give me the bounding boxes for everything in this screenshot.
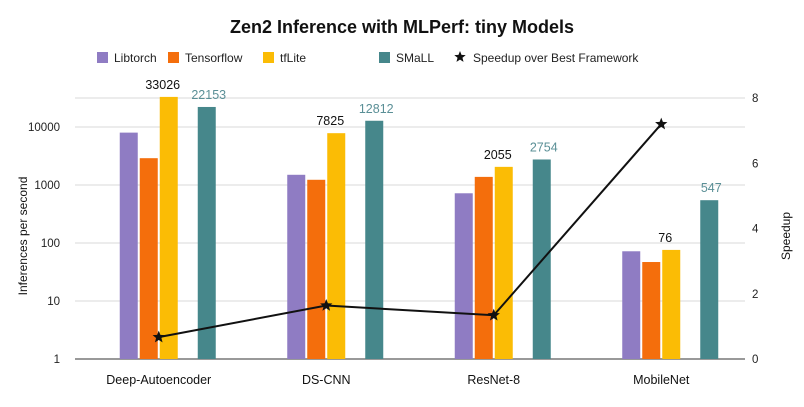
- bar: [287, 174, 306, 359]
- speedup-polyline: [158, 123, 663, 339]
- bar: [365, 120, 384, 360]
- speedup-star-marker: [655, 117, 668, 130]
- data-label: 7825: [316, 114, 344, 128]
- x-category-label: ResNet-8: [467, 373, 520, 387]
- bar: [307, 179, 326, 359]
- y2-axis-label: Speedup: [779, 212, 793, 260]
- y2-tick-label: 2: [752, 289, 758, 301]
- chart-title: Zen2 Inference with MLPerf: tiny Models: [230, 17, 574, 37]
- legend-label: SMaLL: [396, 51, 434, 65]
- y2-axis-ticks: 0 2 4 6 8: [752, 93, 759, 366]
- y2-tick-label: 0: [752, 354, 758, 366]
- legend-label: Tensorflow: [185, 51, 243, 65]
- x-category-label: DS-CNN: [302, 373, 351, 387]
- speedup-star-marker: [152, 330, 165, 343]
- x-axis-categories: Deep-Autoencoder DS-CNN ResNet-8 MobileNet: [106, 373, 690, 387]
- data-label: 22153: [191, 88, 226, 102]
- legend: Libtorch Tensorflow tfLite SMaLL Speedup ove…: [97, 51, 639, 65]
- y-tick-label: 100: [41, 238, 60, 250]
- y-tick-label: 10000: [28, 122, 60, 134]
- legend-label: tfLite: [280, 51, 306, 65]
- legend-swatch: [263, 52, 274, 63]
- data-label: 33026: [145, 78, 180, 92]
- legend-swatch: [168, 52, 179, 63]
- data-label: 2055: [484, 148, 512, 162]
- bar: [494, 166, 513, 359]
- bar: [454, 193, 473, 359]
- data-label: 76: [658, 231, 672, 245]
- x-category-label: MobileNet: [633, 373, 690, 387]
- x-category-label: Deep-Autoencoder: [106, 373, 211, 387]
- y-tick-label: 10: [47, 296, 60, 308]
- bar: [327, 133, 346, 359]
- bar: [139, 158, 158, 359]
- bar: [119, 132, 138, 359]
- data-label: 12812: [359, 102, 394, 116]
- speedup-line: [152, 117, 668, 343]
- y-tick-label: 1: [54, 354, 60, 366]
- data-labels: 33026 22153 7825 12812 2055 2754 76 547: [145, 78, 721, 245]
- bar: [622, 251, 641, 359]
- y2-tick-label: 8: [752, 93, 758, 105]
- legend-star-icon: [454, 51, 466, 62]
- bar: [159, 96, 178, 359]
- legend-label: Speedup over Best Framework: [473, 51, 639, 65]
- data-label: 2754: [530, 140, 558, 154]
- speedup-star-marker: [487, 308, 500, 321]
- bar: [662, 249, 681, 359]
- y-tick-label: 1000: [34, 180, 60, 192]
- y-axis-ticks: 1 10 100 1000 10000: [28, 122, 60, 366]
- bar: [197, 106, 216, 360]
- bars: [119, 96, 719, 360]
- gridlines: [75, 97, 745, 360]
- y2-tick-label: 4: [752, 224, 759, 236]
- legend-swatch: [97, 52, 108, 63]
- legend-label: Libtorch: [114, 51, 157, 65]
- bar: [642, 262, 661, 359]
- data-label: 547: [701, 181, 722, 195]
- bar: [700, 200, 719, 359]
- legend-swatch: [379, 52, 390, 63]
- y2-tick-label: 6: [752, 158, 758, 170]
- speedup-star-marker: [320, 299, 333, 311]
- y-axis-label: Inferences per second: [16, 177, 30, 296]
- bar: [474, 176, 493, 359]
